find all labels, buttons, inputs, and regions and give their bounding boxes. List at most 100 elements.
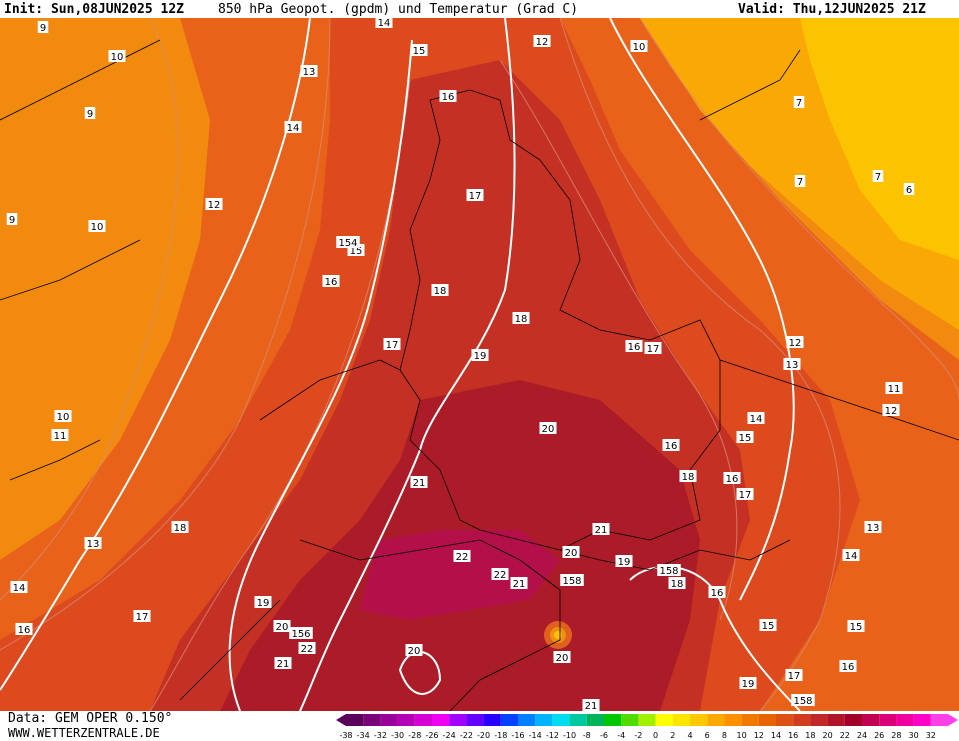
temperature-label: 7 [872, 170, 884, 183]
temperature-label-box [10, 581, 28, 593]
geopotential-label-box [736, 431, 754, 443]
color-scale-label: -8 [583, 731, 591, 740]
geopotential-label-box [560, 574, 584, 586]
geopotential-label-box [410, 44, 428, 56]
temperature-label-text: 12 [885, 406, 898, 417]
color-scale-labels: -38 -34 -32 -30 -28 -26 -24 -22 -20 -18 -16 -14 -12-… [339, 731, 935, 740]
temperature-label-text: 17 [136, 612, 149, 623]
color-scale-cell [913, 714, 931, 726]
temperature-label-box [615, 555, 633, 567]
geopotential-label-box [847, 620, 865, 632]
temperature-label-box [582, 699, 600, 711]
temperature-label: 18 [512, 312, 530, 325]
temperature-label-box [453, 550, 471, 562]
color-scale-label: 24 [857, 731, 867, 740]
geopotential-label-text: 158 [659, 566, 678, 577]
temperature-label-text: 14 [378, 18, 391, 29]
color-scale-cell [844, 714, 862, 726]
temperature-label-text: 21 [585, 701, 598, 711]
temperature-label-box [254, 596, 272, 608]
temperature-label-text: 10 [57, 412, 70, 423]
temperature-label-text: 9 [9, 215, 15, 226]
color-scale-label: -12 [546, 731, 559, 740]
temperature-label-box [15, 623, 33, 635]
geopotential-label: 15 [759, 619, 777, 632]
temperature-label: 16 [322, 275, 340, 288]
temperature-label-text: 21 [277, 659, 290, 670]
weather-map: 9 9 9 10 10 10 10 11 11 12 12 12 12 13 13 13 13 14 14 14 14 1… [0, 18, 959, 711]
temperature-label: 14 [284, 121, 302, 134]
color-scale-label: -34 [357, 731, 370, 740]
color-scale-left-arrow [336, 714, 346, 726]
temperature-label-box [466, 189, 484, 201]
geopotential-label: 20 [405, 644, 423, 657]
temperature-label: 10 [88, 220, 106, 233]
color-scale-label: -10 [563, 731, 576, 740]
temperature-label-text: 12 [536, 37, 549, 48]
temperature-label-box [793, 96, 805, 108]
temperature-label: 13 [300, 65, 318, 78]
temperature-label-box [723, 472, 741, 484]
color-scale-cell [776, 714, 794, 726]
color-scale-label: -2 [634, 731, 642, 740]
temperature-label-text: 10 [633, 42, 646, 53]
temperature-label-text: 19 [474, 351, 487, 362]
temperature-label-box [708, 586, 726, 598]
temperature-label: 18 [668, 577, 686, 590]
temperature-label: 16 [839, 660, 857, 673]
temperature-label-text: 19 [742, 679, 755, 690]
temperature-label-text: 17 [386, 340, 399, 351]
temperature-label: 17 [133, 610, 151, 623]
geopotential-label: 20 [273, 620, 291, 633]
geopotential-label: 158 [791, 694, 815, 707]
valid-time: Valid: Thu,12JUN2025 21Z [738, 2, 926, 17]
color-scale-label: -16 [511, 731, 524, 740]
temperature-label-box [533, 35, 551, 47]
temperature-label: 14 [842, 549, 860, 562]
color-scale-cell [621, 714, 639, 726]
color-scale-label: 2 [670, 731, 675, 740]
temperature-label: 14 [747, 412, 765, 425]
color-scale-cell [896, 714, 914, 726]
temperature-label-box [644, 342, 662, 354]
color-scale-label: 10 [737, 731, 747, 740]
temperature-label: 10 [54, 410, 72, 423]
temperature-label: 18 [679, 470, 697, 483]
color-scale-cell [397, 714, 415, 726]
init-time: Init: Sun,08JUN2025 12Z [4, 2, 185, 17]
temperature-label-text: 16 [628, 342, 641, 353]
color-scale-label: 32 [926, 731, 936, 740]
temperature-labels: 9 9 9 10 10 10 10 11 11 12 12 12 12 13 13 13 13 14 14 14 14 1… [6, 18, 915, 711]
temperature-label-text: 16 [726, 474, 739, 485]
temperature-label-box [298, 642, 316, 654]
temperature-label-text: 14 [750, 414, 763, 425]
temperature-label: 7 [794, 175, 806, 188]
temperature-label-box [51, 429, 69, 441]
color-scale-cell [810, 714, 828, 726]
color-scale-cell [672, 714, 690, 726]
temperature-label-text: 15 [350, 246, 363, 257]
color-scale-label: 22 [840, 731, 850, 740]
color-scale-cell [793, 714, 811, 726]
temperature-label-text: 9 [87, 109, 93, 120]
temperature-label-text: 14 [845, 551, 858, 562]
color-scale-label: -32 [374, 731, 387, 740]
color-scale: -38 -34 -32 -30 -28 -26 -24 -22 -20 -18 -16 -14 -12-… [336, 714, 958, 740]
geopotential-label: 15 [847, 620, 865, 633]
temperature-label-text: 16 [842, 662, 855, 673]
geopotential-label-box [405, 644, 423, 656]
temperature-label-text: 16 [665, 441, 678, 452]
temperature-label: 17 [785, 669, 803, 682]
temperature-label-box [747, 412, 765, 424]
temperature-label-text: 12 [789, 338, 802, 349]
temperature-label-box [54, 410, 72, 422]
geopotential-label-text: 154 [338, 238, 357, 249]
geopotential-label: 156 [289, 627, 313, 640]
geopotential-label-text: 20 [556, 653, 569, 664]
temperature-label: 18 [171, 521, 189, 534]
geopotential-label-text: 158 [793, 696, 812, 707]
temperature-label-box [786, 336, 804, 348]
temperature-label: 17 [644, 342, 662, 355]
temperature-label: 12 [882, 404, 900, 417]
temperature-label: 16 [723, 472, 741, 485]
